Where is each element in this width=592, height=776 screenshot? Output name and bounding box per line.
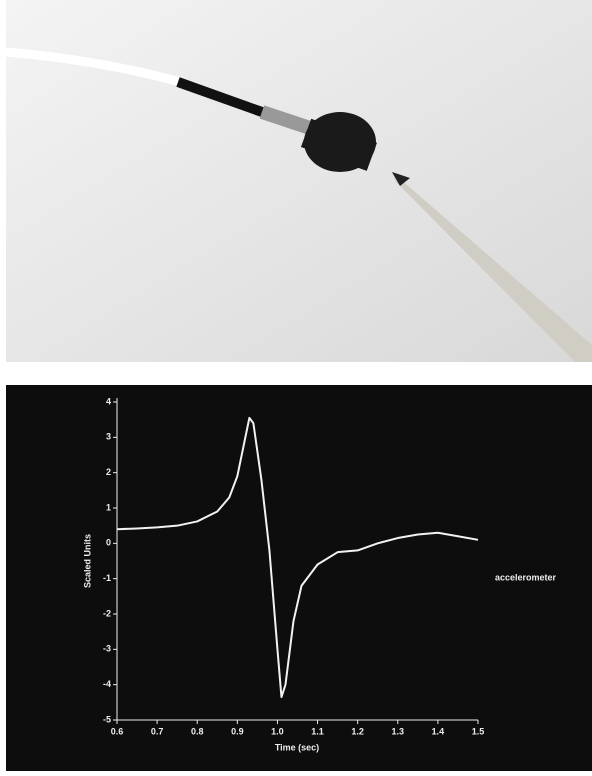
y-tick-label: 2 (106, 467, 111, 477)
x-tick-label: 1.5 (472, 726, 485, 736)
photo (5, 0, 592, 362)
data-line (116, 416, 479, 699)
x-tick-label: 0.7 (151, 726, 164, 736)
x-axis-label: Time (sec) (275, 742, 319, 752)
y-tick-label: 0 (106, 538, 111, 548)
x-tick-label: 1.4 (432, 726, 445, 736)
x-tick-label: 1.3 (392, 726, 405, 736)
y-tick-label: -5 (103, 714, 111, 724)
y-tick-label: -4 (103, 679, 111, 689)
y-tick-label: 4 (106, 396, 111, 406)
y-tick-label: -2 (103, 608, 111, 618)
y-tick-label: 3 (106, 432, 111, 442)
x-tick-label: 0.8 (191, 726, 204, 736)
chart-panel (6, 385, 592, 771)
y-tick-label: 1 (106, 502, 111, 512)
x-tick-label: 0.6 (111, 726, 124, 736)
x-tick-label: 1.2 (351, 726, 364, 736)
legend-label: accelerometer (495, 572, 557, 582)
y-tick-label: -1 (103, 573, 111, 583)
x-tick-label: 1.1 (311, 726, 324, 736)
y-axis-label: Scaled Units (82, 534, 92, 588)
y-tick-label: -3 (103, 644, 111, 654)
x-tick-label: 0.9 (231, 726, 244, 736)
x-tick-label: 1.0 (271, 726, 284, 736)
